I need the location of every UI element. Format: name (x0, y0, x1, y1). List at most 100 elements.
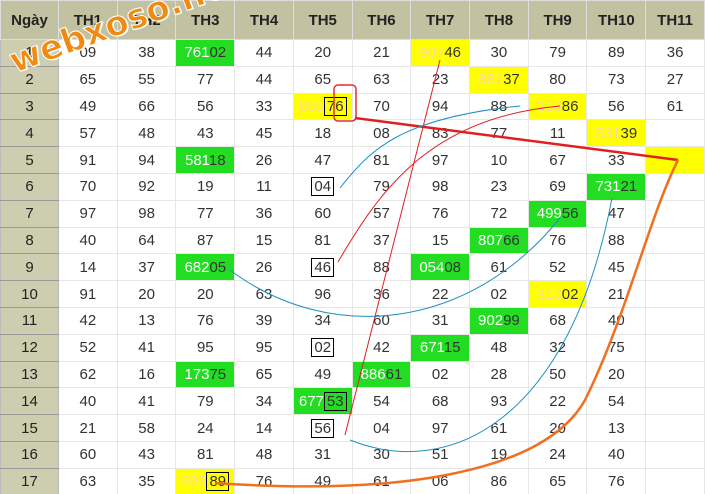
cell: 67 (527, 146, 588, 174)
empty-cell (645, 119, 705, 148)
cell: 86 (469, 467, 529, 494)
cell: 02 (410, 360, 471, 389)
cell: 58 (116, 414, 177, 442)
cell: 65 (292, 65, 353, 94)
empty-cell (645, 280, 705, 308)
cell-value: 05 (209, 258, 227, 276)
column-header: Ngày (0, 0, 59, 40)
cell: 83 (410, 119, 471, 148)
cell-value: 02 (311, 338, 335, 358)
day-cell: 4 (0, 119, 59, 148)
cell: 10 (469, 146, 529, 174)
cell: 09 (58, 39, 118, 67)
cell: 56 (586, 92, 647, 121)
column-header: TH5 (292, 0, 353, 40)
table-row: 8 40 64 87 15 81 37 15 80766 76 88 (0, 226, 705, 255)
table-row: 7 97 98 77 36 60 57 76 72 49956 47 (0, 199, 705, 228)
cell: 79 (351, 172, 412, 201)
cell: 22 (527, 387, 588, 416)
cell: 91 (58, 146, 118, 174)
cell: 30 (469, 39, 529, 67)
cell: 65 (527, 467, 588, 494)
cell: 39 (234, 306, 294, 335)
empty-cell (645, 199, 705, 228)
empty-cell (645, 440, 705, 469)
cell: 41 (116, 333, 177, 362)
cell: 61 (645, 92, 705, 121)
cell: 02 (469, 280, 529, 308)
day-cell: 14 (0, 387, 59, 416)
cell: 06 (410, 467, 471, 494)
highlight-cell: 90746 (410, 39, 471, 67)
cell: 61 (469, 414, 529, 442)
table-row: 1 09 38 76102 44 20 21 90746 30 79 89 36 (0, 39, 705, 67)
cell: 76 (410, 199, 471, 228)
cell-prefix: 593 (181, 473, 207, 491)
cell: 98 (116, 199, 177, 228)
cell-value: 37 (503, 71, 520, 89)
cell-prefix: 531 (595, 124, 621, 142)
highlight-cell: 67115 (410, 333, 471, 362)
cell: 26 (234, 253, 294, 282)
cell: 27 (645, 65, 705, 94)
cell-value: 66 (503, 231, 520, 249)
cell: 11 (234, 172, 294, 201)
cell: 72 (469, 199, 529, 228)
day-cell: 2 (0, 65, 59, 94)
cell: 43 (175, 119, 236, 148)
column-header: TH11 (645, 0, 705, 40)
cell: 11 (527, 119, 588, 148)
cell: 21 (58, 414, 118, 442)
cell: 63 (58, 467, 118, 494)
cell: 19 (175, 172, 236, 201)
table-row: 2 65 55 77 44 65 63 23 88137 80 73 27 (0, 65, 705, 94)
cell: 80 (527, 65, 588, 94)
highlight-cell: 76102 (175, 39, 236, 67)
cell: 49 (292, 467, 353, 494)
cell-value: 56 (561, 205, 579, 223)
day-cell: 13 (0, 360, 59, 389)
cell: 65 (58, 65, 118, 94)
highlight-cell: 677 53 (292, 387, 353, 416)
day-cell: 3 (0, 92, 59, 121)
cell: 52 (527, 253, 588, 282)
day-cell: 11 (0, 306, 59, 335)
cell-value: 86 (561, 97, 579, 115)
cell-value: 76 (323, 96, 347, 116)
cell: 22 (410, 280, 471, 308)
empty-cell (645, 387, 705, 416)
cell-value: 46 (444, 44, 462, 62)
cell: 68 (527, 306, 588, 335)
table-row: 14 40 41 79 34 677 53 54 68 93 22 54 (0, 387, 705, 416)
table-row: 12 52 41 95 95 02 42 67115 48 32 75 (0, 333, 705, 362)
cell: 08 (351, 119, 412, 148)
cell: 47 (586, 199, 647, 228)
day-cell: 7 (0, 199, 59, 228)
cell: 81 (292, 226, 353, 255)
cell: 62 (58, 360, 118, 389)
cell-prefix: 313 (536, 285, 562, 303)
cell: 36 (645, 39, 705, 67)
cell-value: 21 (620, 178, 638, 196)
table-row: 16 60 43 81 48 31 30 51 19 24 40 (0, 440, 705, 469)
cell: 20 (527, 414, 588, 442)
cell-prefix: 731 (595, 178, 621, 196)
table-row: 6 70 92 19 11 04 79 98 23 69 73121 (0, 172, 705, 201)
cell: 23 (410, 65, 471, 94)
cell: 98 (410, 172, 471, 201)
cell: 94 (116, 146, 177, 174)
cell-prefix: 054 (419, 258, 445, 276)
cell: 60 (58, 440, 118, 469)
cell: 20 (116, 280, 177, 308)
cell: 20 (292, 39, 353, 67)
cell-prefix: 881 (478, 71, 504, 89)
cell: 13 (586, 414, 647, 442)
cell: 76 (586, 467, 647, 494)
cell: 28 (469, 360, 529, 389)
highlight-cell: 05408 (410, 253, 471, 282)
cell: 77 (175, 199, 236, 228)
cell: 81 (351, 146, 412, 174)
cell: 45 (234, 119, 294, 148)
